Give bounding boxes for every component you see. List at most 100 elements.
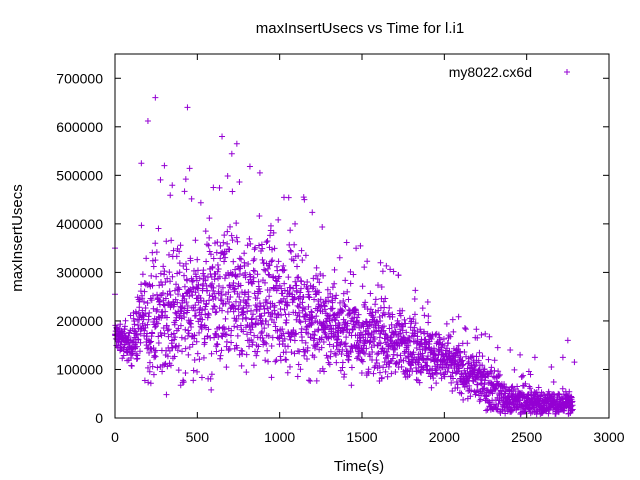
data-point bbox=[302, 252, 309, 259]
data-point bbox=[210, 184, 217, 191]
data-point bbox=[202, 306, 209, 313]
data-point bbox=[285, 311, 292, 318]
data-point bbox=[389, 313, 396, 320]
data-point bbox=[121, 323, 128, 330]
data-point bbox=[331, 350, 338, 357]
data-point bbox=[461, 325, 468, 332]
data-point bbox=[181, 283, 188, 290]
data-point bbox=[153, 249, 160, 256]
data-point bbox=[381, 304, 388, 311]
data-point bbox=[157, 176, 164, 183]
data-point bbox=[365, 325, 372, 332]
data-point bbox=[248, 307, 255, 314]
data-point bbox=[357, 337, 364, 344]
data-point bbox=[322, 324, 329, 331]
data-point bbox=[338, 339, 345, 346]
data-point bbox=[177, 242, 184, 249]
data-point bbox=[160, 290, 166, 297]
data-point bbox=[186, 344, 193, 351]
data-point bbox=[217, 255, 224, 262]
data-point bbox=[137, 339, 144, 346]
data-point bbox=[429, 332, 436, 339]
data-point bbox=[306, 294, 313, 301]
data-point bbox=[229, 237, 236, 244]
data-point bbox=[341, 302, 348, 309]
data-point bbox=[457, 354, 464, 361]
data-point bbox=[383, 262, 390, 269]
data-point bbox=[148, 272, 155, 279]
data-point bbox=[296, 348, 303, 355]
data-point bbox=[386, 325, 393, 332]
data-point bbox=[412, 320, 419, 327]
data-point bbox=[254, 295, 261, 302]
data-point bbox=[344, 320, 351, 327]
data-point bbox=[241, 250, 248, 257]
data-point bbox=[271, 245, 278, 252]
data-point bbox=[162, 308, 169, 315]
data-point bbox=[197, 295, 204, 302]
data-point bbox=[165, 326, 172, 333]
data-point bbox=[455, 367, 462, 374]
data-point bbox=[271, 302, 278, 309]
data-point bbox=[449, 316, 456, 323]
data-point bbox=[248, 315, 255, 322]
data-point bbox=[290, 327, 297, 334]
data-point bbox=[311, 328, 318, 335]
data-point bbox=[321, 302, 328, 309]
data-point bbox=[172, 334, 179, 341]
data-point bbox=[414, 333, 421, 340]
data-point bbox=[431, 347, 438, 354]
data-point bbox=[178, 315, 185, 322]
data-point bbox=[495, 400, 502, 407]
data-point bbox=[381, 311, 388, 318]
data-point bbox=[141, 327, 148, 334]
data-point bbox=[199, 307, 206, 314]
data-point bbox=[347, 268, 354, 275]
data-point bbox=[346, 353, 353, 360]
data-point bbox=[477, 396, 484, 403]
data-point bbox=[182, 345, 189, 352]
data-point bbox=[260, 338, 267, 345]
data-point bbox=[550, 391, 557, 398]
data-point bbox=[269, 257, 276, 264]
data-point bbox=[435, 331, 442, 338]
data-point bbox=[401, 316, 408, 323]
data-point bbox=[146, 359, 153, 366]
data-point bbox=[246, 343, 253, 350]
data-point bbox=[133, 350, 140, 357]
data-point bbox=[514, 383, 521, 390]
data-point bbox=[137, 330, 144, 337]
data-point bbox=[185, 351, 192, 358]
data-point bbox=[393, 359, 400, 366]
data-point bbox=[341, 371, 348, 378]
data-point bbox=[485, 356, 492, 363]
data-point bbox=[417, 326, 424, 333]
data-point bbox=[339, 346, 346, 353]
data-point bbox=[333, 336, 340, 343]
data-point bbox=[191, 357, 198, 364]
data-point bbox=[180, 293, 187, 300]
data-point bbox=[146, 368, 153, 375]
data-point bbox=[517, 351, 524, 358]
data-point bbox=[157, 270, 164, 277]
data-point bbox=[193, 338, 200, 345]
data-point bbox=[180, 310, 187, 317]
data-point bbox=[246, 323, 253, 330]
data-point bbox=[329, 299, 336, 306]
data-point bbox=[222, 315, 229, 322]
data-point bbox=[291, 350, 298, 357]
data-point bbox=[395, 272, 402, 279]
data-point bbox=[205, 326, 212, 333]
data-point bbox=[176, 286, 183, 293]
data-point bbox=[377, 340, 384, 347]
data-point bbox=[244, 308, 251, 315]
data-point bbox=[172, 317, 179, 324]
data-point bbox=[339, 359, 346, 366]
data-point bbox=[206, 297, 213, 304]
data-point bbox=[406, 371, 413, 378]
data-point bbox=[246, 163, 253, 170]
data-point bbox=[255, 343, 262, 350]
data-point bbox=[197, 199, 204, 206]
data-point bbox=[244, 296, 251, 303]
data-point bbox=[256, 300, 263, 307]
